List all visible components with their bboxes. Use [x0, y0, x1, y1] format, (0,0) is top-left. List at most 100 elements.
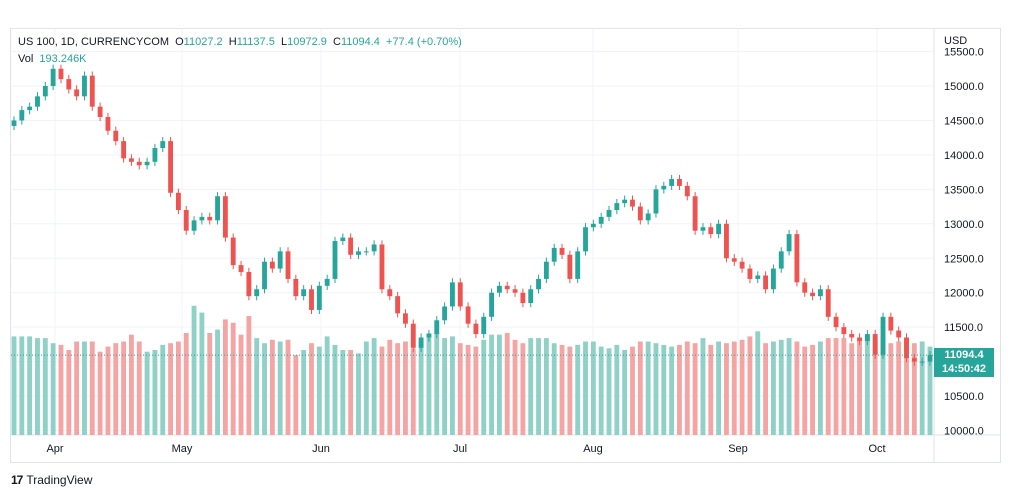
candle-body [747, 268, 753, 279]
y-tick-label: 15000.0 [944, 81, 984, 93]
volume-bar [246, 316, 252, 435]
candle-body [332, 241, 338, 279]
candle-body [418, 337, 424, 348]
volume-bar [763, 343, 769, 435]
volume-bar [747, 336, 753, 435]
last-price-tag: 11094.4 14:50:42 [934, 348, 994, 378]
volume-bar [11, 336, 17, 435]
candle-body [731, 258, 737, 262]
volume-bar [42, 338, 48, 435]
candle-body [700, 227, 706, 231]
x-tick-label: Jun [312, 443, 330, 455]
candle-body [262, 261, 267, 290]
volume-bar [692, 343, 698, 435]
candle-body [653, 189, 659, 214]
volume-bar [183, 333, 189, 435]
volume-bar [19, 336, 25, 435]
volume-bar [520, 343, 526, 435]
volume-bar [379, 346, 385, 435]
candle-body [356, 251, 361, 255]
volume-bar [387, 339, 393, 435]
volume-bar [121, 341, 127, 435]
candle-body [105, 117, 111, 131]
volume-bar [199, 312, 205, 435]
last-price-value: 11094.4 [944, 349, 984, 362]
x-tick-label: Jul [453, 443, 467, 455]
candle-body [113, 130, 119, 142]
volume-bar [622, 350, 628, 435]
candle-body [387, 289, 393, 297]
candle-body [528, 289, 534, 304]
volume-bar [473, 346, 479, 435]
candle-body [395, 296, 401, 314]
volume-bar [27, 336, 33, 435]
candle-body [222, 196, 228, 238]
volume-bar [606, 348, 612, 435]
candle-body [904, 337, 909, 359]
candle-body [864, 334, 870, 341]
low-value: 10972.9 [287, 36, 327, 48]
countdown-value: 14:50:42 [941, 363, 987, 376]
volume-bar [269, 339, 275, 435]
volume-bar [489, 334, 494, 435]
volume-bar [614, 344, 620, 435]
tradingview-logo-icon: 17 [11, 473, 23, 487]
candle-body [567, 254, 573, 279]
volume-bar [410, 348, 416, 435]
candle-body [708, 227, 714, 235]
candle-body [457, 282, 463, 307]
tradingview-brand[interactable]: 17 TradingView [11, 473, 92, 487]
volume-bar [58, 344, 64, 435]
candle-body [622, 199, 628, 204]
candle-body [434, 320, 440, 335]
candle-body [481, 316, 487, 335]
x-tick-label: Aug [583, 443, 603, 455]
volume-bar [332, 344, 338, 435]
volume-bar [129, 334, 134, 435]
y-tick-label: 11500.0 [944, 322, 983, 334]
volume-bar [849, 343, 855, 435]
y-tick-label: 13500.0 [944, 184, 984, 196]
volume-bar [97, 351, 103, 435]
candle-body [309, 289, 314, 310]
candle-body [371, 244, 377, 252]
volume-bar [630, 346, 635, 435]
volume-bar [817, 341, 823, 435]
volume-bar [348, 350, 354, 435]
candle-body [833, 316, 839, 328]
candle-body [489, 292, 494, 317]
volume-bar [285, 339, 291, 435]
candle-body [786, 234, 792, 252]
volume-bar [731, 341, 737, 435]
volume-bar [215, 329, 220, 435]
open-label: O [175, 36, 184, 48]
volume-bar [551, 343, 557, 435]
volume-bar [105, 346, 111, 435]
volume-bar [74, 341, 80, 435]
candle-body [817, 289, 823, 297]
volume-bar [340, 350, 346, 435]
volume-bar [904, 339, 909, 435]
volume-bar [301, 350, 307, 435]
x-tick-label: Apr [46, 443, 63, 455]
candle-body [363, 251, 369, 253]
candle-body [277, 251, 283, 269]
volume-bar [442, 338, 448, 435]
candle-body [880, 316, 886, 355]
candle-body [11, 120, 17, 126]
candle-body [74, 89, 80, 97]
volume-bar [864, 336, 870, 435]
candle-body [301, 289, 307, 297]
low-label: L [280, 36, 288, 48]
chart-frame[interactable] [10, 28, 1001, 463]
volume-bar [716, 341, 722, 435]
candle-body [794, 234, 800, 283]
candle-body [896, 330, 902, 338]
candle-body [89, 75, 95, 107]
volume-bar [802, 346, 808, 435]
high-label: H [228, 36, 237, 48]
candle-body [590, 223, 596, 228]
candle-body [426, 334, 432, 338]
candle-body [559, 247, 565, 255]
